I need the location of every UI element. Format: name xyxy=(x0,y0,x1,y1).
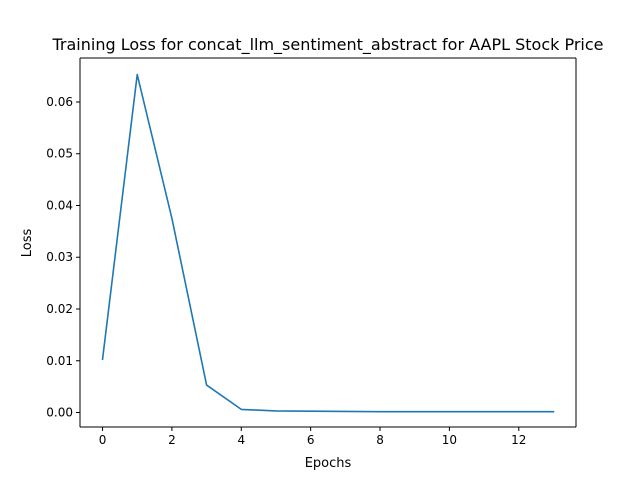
y-axis-label: Loss xyxy=(20,229,35,258)
y-ticks: 0.00 0.01 0.02 0.03 0.04 0.05 0.06 xyxy=(46,95,80,420)
plot-area xyxy=(80,58,576,427)
y-tick-label: 0.00 xyxy=(46,406,73,420)
chart-title: Training Loss for concat_llm_sentiment_a… xyxy=(51,35,603,55)
x-tick-label: 12 xyxy=(511,433,526,447)
x-tick-label: 2 xyxy=(168,433,176,447)
y-tick-label: 0.05 xyxy=(46,147,73,161)
series-layer xyxy=(101,73,555,413)
y-tick-label: 0.01 xyxy=(46,354,73,368)
series-line-0 xyxy=(101,73,555,413)
x-tick-label: 10 xyxy=(442,433,457,447)
x-tick-label: 4 xyxy=(237,433,245,447)
x-tick-label: 8 xyxy=(376,433,384,447)
y-tick-label: 0.04 xyxy=(46,198,73,212)
x-ticks: 0 2 4 6 8 10 12 xyxy=(99,427,526,447)
x-axis-label: Epochs xyxy=(305,456,352,471)
y-tick-label: 0.06 xyxy=(46,95,73,109)
axes-layer xyxy=(79,57,577,428)
x-tick-label: 0 xyxy=(99,433,107,447)
x-tick-label: 6 xyxy=(307,433,315,447)
y-tick-label: 0.03 xyxy=(46,250,73,264)
y-tick-label: 0.02 xyxy=(46,302,73,316)
